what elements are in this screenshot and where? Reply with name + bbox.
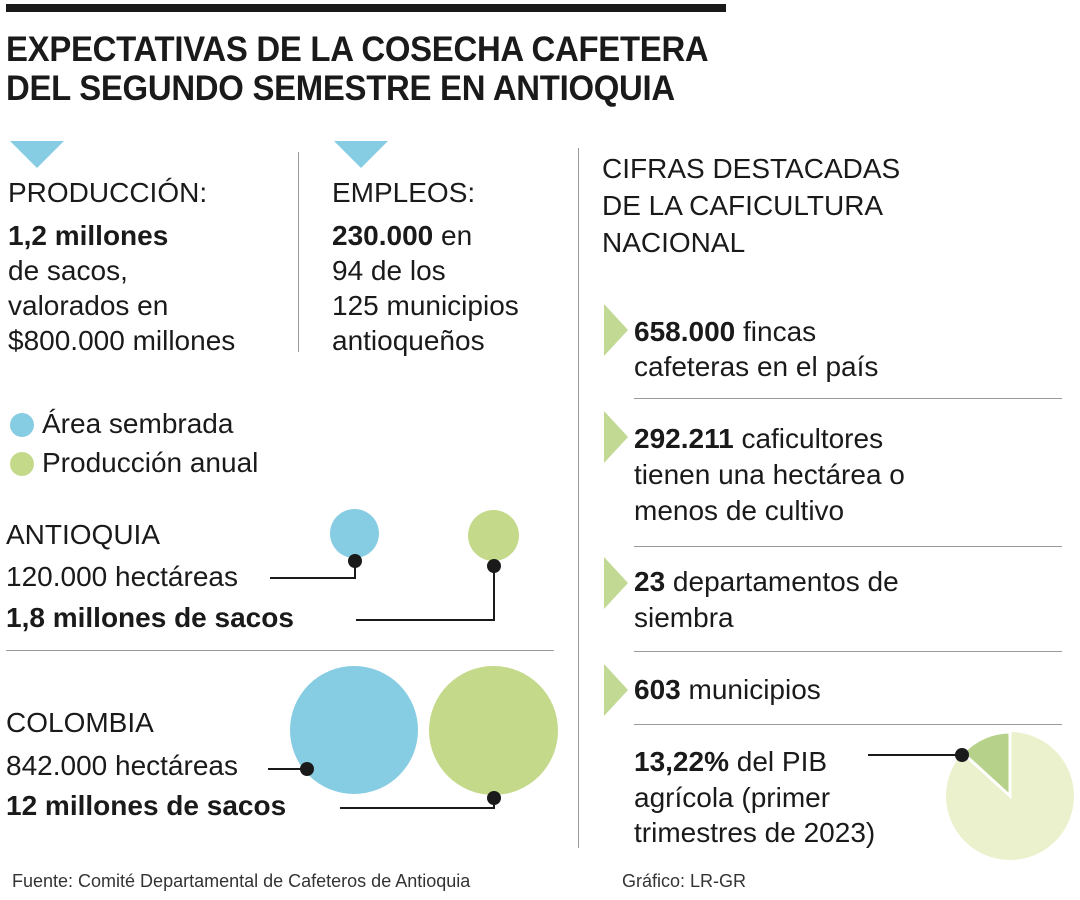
graphic-credit: Gráfico: LR-GR: [622, 871, 747, 891]
produccion-line-2: de sacos,: [8, 255, 128, 286]
pib-line-1: 13,22% del PIB: [634, 745, 827, 779]
empleos-line-4: antioqueños: [332, 325, 485, 356]
colombia-sacos: 12 millones de sacos: [6, 790, 287, 821]
title-rule: [6, 4, 726, 12]
fincas-suffix: fincas: [735, 316, 817, 347]
empleos-value-line: 230.000 en: [332, 219, 472, 253]
caficultores-arrow-icon: [604, 411, 628, 463]
departamentos-line-1: 23 departamentos de: [634, 565, 899, 599]
divider-main-column: [578, 148, 579, 848]
antioquia-produccion-leader-v: [493, 566, 495, 621]
antioquia-produccion-leader-h: [356, 619, 495, 621]
pib-line-3: trimestres de 2023): [634, 817, 876, 848]
source-note: Fuente: Comité Departamental de Cafetero…: [12, 871, 471, 891]
cifras-heading-line-2: DE LA CAFICULTURA: [602, 190, 884, 221]
cifras-heading-line-1: CIFRAS DESTACADAS: [602, 153, 901, 184]
antioquia-sacos: 1,8 millones de sacos: [6, 602, 294, 633]
colombia-produccion-leader-v: [493, 797, 495, 809]
municipios-suffix: municipios: [680, 674, 821, 705]
municipios-value: 603: [634, 674, 681, 705]
produccion-label: PRODUCCIÓN:: [8, 177, 208, 208]
empleos-line-3: 125 municipios: [332, 290, 519, 321]
divider-municipios: [634, 724, 1062, 725]
antioquia-area-circle: [330, 509, 379, 558]
colombia-produccion-leader-h: [340, 807, 495, 809]
legend-produccion-label: Producción anual: [42, 447, 259, 478]
antioquia-area-leader-v: [354, 561, 356, 578]
legend-area-label: Área sembrada: [42, 408, 234, 439]
page-title: EXPECTATIVAS DE LA COSECHA CAFETERA DEL …: [6, 30, 720, 108]
colombia-name: COLOMBIA: [6, 707, 154, 738]
divider-departamentos: [634, 651, 1062, 652]
empleos-marker-icon: [334, 141, 388, 168]
pib-leader: [868, 754, 960, 756]
empleos-label: EMPLEOS:: [332, 177, 476, 208]
fincas-line-2: cafeteras en el país: [634, 351, 879, 382]
caficultores-value: 292.211: [634, 423, 734, 454]
caficultores-suffix: caficultores: [733, 423, 884, 454]
colombia-produccion-circle: [429, 666, 558, 795]
pib-line-2: agrícola (primer: [634, 782, 831, 813]
departamentos-suffix: departamentos de: [665, 566, 899, 597]
cifras-heading-line-3: NACIONAL: [602, 227, 746, 258]
produccion-marker-icon: [10, 141, 64, 168]
pib-anchor: [955, 748, 969, 762]
produccion-value: 1,2 millones: [8, 220, 169, 251]
caficultores-line-2: tienen una hectárea o: [634, 459, 905, 490]
antioquia-produccion-circle: [468, 510, 519, 561]
fincas-arrow-icon: [604, 304, 628, 356]
fincas-line-1: 658.000 fincas: [634, 315, 816, 349]
antioquia-hectareas: 120.000 hectáreas: [6, 561, 238, 592]
empleos-value-suffix: en: [433, 220, 473, 251]
title-line-1: EXPECTATIVAS DE LA COSECHA CAFETERA: [6, 30, 709, 69]
legend-area-swatch: [10, 413, 34, 437]
produccion-line-4: $800.000 millones: [8, 325, 236, 356]
fincas-value: 658.000: [634, 316, 736, 347]
caficultores-line-3: menos de cultivo: [634, 495, 845, 526]
divider-caficultores: [634, 546, 1062, 547]
antioquia-name: ANTIOQUIA: [6, 519, 161, 550]
municipios-arrow-icon: [604, 664, 628, 716]
pib-value: 13,22%: [634, 746, 729, 777]
divider-produccion-empleos: [298, 152, 299, 352]
departamentos-value: 23: [634, 566, 666, 597]
departamentos-line-2: siembra: [634, 602, 734, 633]
legend-produccion-swatch: [10, 452, 34, 476]
municipios-line-1: 603 municipios: [634, 673, 821, 707]
pib-pie-chart: [946, 730, 1074, 860]
antioquia-area-leader-h: [270, 577, 356, 579]
title-line-2: DEL SEGUNDO SEMESTRE EN ANTIOQUIA: [6, 69, 675, 108]
colombia-hectareas: 842.000 hectáreas: [6, 750, 238, 781]
colombia-area-anchor: [300, 762, 314, 776]
pib-suffix: del PIB: [728, 746, 828, 777]
colombia-area-leader: [268, 768, 302, 770]
caficultores-line-1: 292.211 caficultores: [634, 422, 883, 456]
empleos-line-2: 94 de los: [332, 255, 446, 286]
divider-antioquia-colombia: [6, 650, 554, 651]
divider-fincas: [634, 398, 1062, 399]
produccion-line-3: valorados en: [8, 290, 169, 321]
departamentos-arrow-icon: [604, 557, 628, 609]
empleos-value: 230.000: [332, 220, 434, 251]
